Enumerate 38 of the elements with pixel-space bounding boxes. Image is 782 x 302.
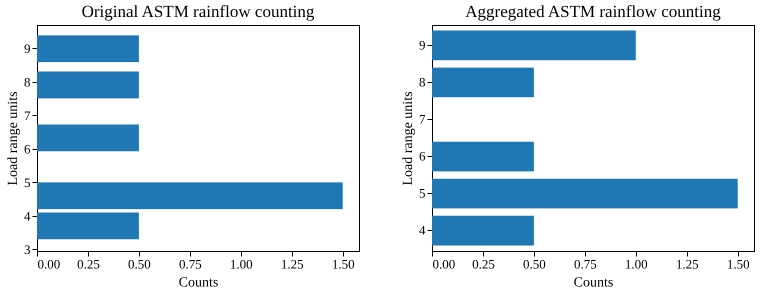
x-tick-label: 1.50 bbox=[332, 256, 355, 272]
y-tick-label: 3 bbox=[24, 242, 30, 257]
x-tick-label: 0.00 bbox=[432, 256, 456, 272]
y-tick-label: 6 bbox=[419, 148, 426, 164]
y-tick-label: 6 bbox=[24, 141, 31, 156]
x-tick-label: 0.25 bbox=[472, 256, 495, 272]
y-tick-label: 7 bbox=[24, 108, 31, 123]
y-tick-label: 5 bbox=[24, 174, 30, 190]
x-axis-title: Counts bbox=[574, 276, 614, 290]
y-tick-label: 8 bbox=[24, 74, 30, 90]
y-tick-label: 4 bbox=[24, 208, 31, 224]
bar bbox=[432, 142, 534, 172]
x-tick-label: 1.25 bbox=[280, 256, 304, 272]
bar bbox=[432, 216, 534, 246]
y-tick-label: 8 bbox=[419, 74, 426, 90]
bar bbox=[432, 30, 636, 60]
x-tick-label: 0.50 bbox=[523, 256, 546, 272]
y-tick-label: 9 bbox=[419, 37, 426, 52]
y-axis-title: Load range units bbox=[6, 91, 21, 186]
bar bbox=[432, 178, 738, 208]
x-tick-label: 0.50 bbox=[128, 256, 151, 272]
x-tick-label: 1.25 bbox=[676, 256, 699, 272]
y-tick-label: 7 bbox=[419, 111, 426, 126]
x-tick-label: 0.25 bbox=[77, 256, 100, 272]
y-axis-title: Load range units bbox=[401, 91, 416, 186]
chart-title: Original ASTM rainflow counting bbox=[82, 2, 315, 21]
x-tick-label: 1.50 bbox=[726, 256, 750, 272]
bar bbox=[432, 68, 534, 98]
x-tick-label: 0.75 bbox=[178, 256, 202, 272]
x-tick-label: 1.00 bbox=[230, 256, 253, 272]
x-tick-label: 0.00 bbox=[38, 256, 60, 272]
x-tick-label: 1.00 bbox=[624, 256, 648, 272]
x-tick-label: 0.75 bbox=[574, 256, 597, 272]
y-tick-label: 4 bbox=[419, 222, 426, 238]
x-axis-title: Counts bbox=[178, 276, 218, 290]
y-tick-label: 5 bbox=[419, 186, 426, 201]
chart-title: Aggregated ASTM rainflow counting bbox=[465, 2, 722, 21]
y-tick-label: 9 bbox=[24, 40, 30, 56]
